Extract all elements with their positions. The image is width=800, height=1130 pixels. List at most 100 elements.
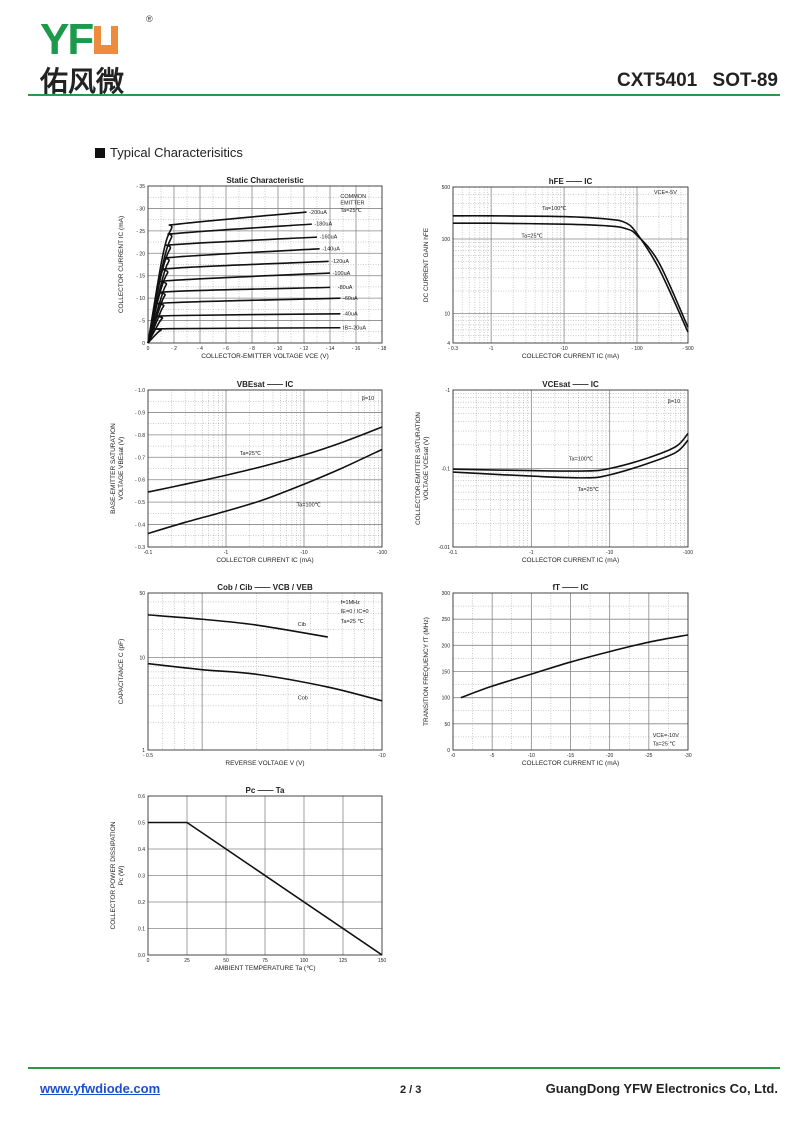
series-line bbox=[148, 821, 383, 956]
x-tick-label: -10 bbox=[528, 753, 535, 759]
x-tick-label: -10 bbox=[378, 753, 385, 759]
y-tick-label: 0.2 bbox=[138, 900, 145, 906]
x-axis-label: REVERSE VOLTAGE V (V) bbox=[225, 760, 304, 767]
chart-annotation: -120uA bbox=[331, 259, 349, 265]
chart-6: -0 -5 -10 -15 -20 -25 -30 0 50 100 150 200 250 300 fT … bbox=[423, 583, 692, 767]
y-tick-label: - 0.4 bbox=[135, 523, 145, 529]
chart-annotation: Cob bbox=[298, 695, 308, 701]
chart-2: - 0.3 -1 -10 - 100 - 500 4 10 100 500 hFE —— IC CO… bbox=[423, 177, 694, 360]
series-line bbox=[147, 286, 331, 344]
y-tick-label: 0.4 bbox=[138, 847, 145, 853]
x-axis-label: AMBIENT TEMPERATURE Ta (℃) bbox=[214, 965, 315, 972]
x-tick-label: -5 bbox=[490, 753, 495, 759]
chart-annotation: Ta=25 ℃ bbox=[341, 619, 365, 625]
chart-annotation: IB=-20uA bbox=[343, 325, 366, 331]
chart-5: - 0.5 -10 1 10 50 Cob / Cib —— VCB / VEB REVER… bbox=[118, 583, 386, 767]
y-tick-label: - 0.5 bbox=[135, 500, 145, 506]
chart-annotation: Ta=100℃ bbox=[569, 456, 594, 462]
chart-annotation: -140uA bbox=[322, 246, 340, 252]
series-line bbox=[452, 439, 689, 479]
x-tick-label: -25 bbox=[645, 753, 652, 759]
x-tick-label: -0.1 bbox=[449, 550, 458, 556]
x-tick-label: - 18 bbox=[378, 346, 387, 352]
y-tick-label: 4 bbox=[447, 341, 450, 347]
y-tick-label: - 0.7 bbox=[135, 455, 145, 461]
series-line bbox=[147, 614, 328, 638]
chart-annotation: -180uA bbox=[314, 222, 332, 228]
x-tick-label: 100 bbox=[300, 958, 309, 964]
chart-annotation: -160uA bbox=[320, 235, 338, 241]
y-tick-label: 500 bbox=[442, 185, 451, 191]
x-tick-label: 25 bbox=[184, 958, 190, 964]
x-axis-label: COLLECTOR CURRENT IC (mA) bbox=[522, 353, 619, 360]
chart-annotation: -60uA bbox=[343, 296, 358, 302]
x-axis-label: COLLECTOR CURRENT IC (mA) bbox=[216, 557, 313, 564]
x-tick-label: - 0.3 bbox=[448, 346, 458, 352]
x-tick-label: - 12 bbox=[300, 346, 309, 352]
plot-frame bbox=[452, 186, 689, 344]
part-number: CXT5401 SOT-89 bbox=[616, 70, 778, 91]
x-tick-label: - 4 bbox=[197, 346, 203, 352]
y-tick-label: 300 bbox=[442, 591, 451, 597]
x-tick-label: - 2 bbox=[171, 346, 177, 352]
plot-frame bbox=[147, 185, 383, 344]
y-axis-label: COLLECTOR-EMITTER SATURATION bbox=[415, 412, 422, 525]
y-tick-label: 10 bbox=[139, 656, 145, 662]
x-tick-label: -20 bbox=[606, 753, 613, 759]
y-axis-label: VOLTAGE VCEsat (V) bbox=[423, 436, 430, 500]
x-tick-label: 50 bbox=[223, 958, 229, 964]
y-tick-label: - 10 bbox=[136, 296, 145, 302]
series-line bbox=[147, 426, 383, 493]
y-tick-label: 100 bbox=[442, 237, 451, 243]
chart-title: VCEsat —— IC bbox=[542, 380, 599, 389]
website-link[interactable]: www.yfwdiode.com bbox=[40, 1081, 161, 1096]
y-tick-label: 250 bbox=[442, 617, 451, 623]
chart-title: fT —— IC bbox=[553, 583, 589, 592]
chart-annotation: Ta=25℃ bbox=[521, 233, 543, 239]
y-tick-label: 0 bbox=[447, 748, 450, 754]
chart-annotation: COMMON bbox=[340, 194, 366, 200]
company-name: GuangDong YFW Electronics Co, Ltd. bbox=[545, 1081, 778, 1096]
chart-annotation: Ta=25℃ bbox=[578, 487, 600, 493]
series-line bbox=[147, 297, 341, 344]
x-tick-label: - 8 bbox=[249, 346, 255, 352]
plot-frame bbox=[452, 592, 689, 751]
x-tick-label: 125 bbox=[339, 958, 348, 964]
logo-letters: YF bbox=[40, 15, 94, 64]
y-tick-label: - 20 bbox=[136, 251, 145, 257]
y-axis-label: BASE-EMITTER SATURATION bbox=[110, 423, 117, 514]
chart-annotation: -100uA bbox=[333, 271, 351, 277]
logo-w-mark bbox=[94, 26, 119, 54]
chart-title: Cob / Cib —— VCB / VEB bbox=[217, 583, 313, 592]
section-heading: Typical Characterisitics bbox=[95, 145, 243, 160]
y-tick-label: 0 bbox=[142, 341, 145, 347]
section-title: Typical Characterisitics bbox=[110, 145, 243, 160]
x-tick-label: - 0.5 bbox=[143, 753, 153, 759]
logo-chinese-name: 佑风微 bbox=[40, 65, 125, 98]
y-tick-label: 1 bbox=[142, 748, 145, 754]
x-tick-label: -30 bbox=[684, 753, 691, 759]
y-tick-label: 150 bbox=[442, 670, 451, 676]
y-tick-label: - 0.3 bbox=[135, 545, 145, 551]
x-tick-label: -0 bbox=[451, 753, 456, 759]
y-tick-label: 50 bbox=[139, 591, 145, 597]
series-line bbox=[147, 313, 341, 344]
y-tick-label: -0.1 bbox=[441, 467, 450, 473]
chart-annotation: EMITTER bbox=[340, 201, 364, 207]
y-axis-label: DC CURRENT GAIN hFE bbox=[423, 227, 430, 302]
y-tick-label: 200 bbox=[442, 643, 451, 649]
x-tick-label: - 16 bbox=[352, 346, 361, 352]
y-tick-label: - 1.0 bbox=[135, 388, 145, 394]
x-tick-label: -1 bbox=[489, 346, 494, 352]
series-line bbox=[452, 214, 689, 333]
chart-annotation: Ta=25℃ bbox=[340, 208, 362, 214]
company-logo: YF ® bbox=[40, 14, 153, 64]
chart-title: VBEsat —— IC bbox=[237, 380, 294, 389]
header-divider bbox=[28, 94, 780, 96]
series-line bbox=[452, 222, 689, 328]
chart-annotation: Ta=25℃ bbox=[240, 451, 262, 457]
chart-annotation: -40uA bbox=[343, 311, 358, 317]
y-tick-label: 0.0 bbox=[138, 953, 145, 959]
